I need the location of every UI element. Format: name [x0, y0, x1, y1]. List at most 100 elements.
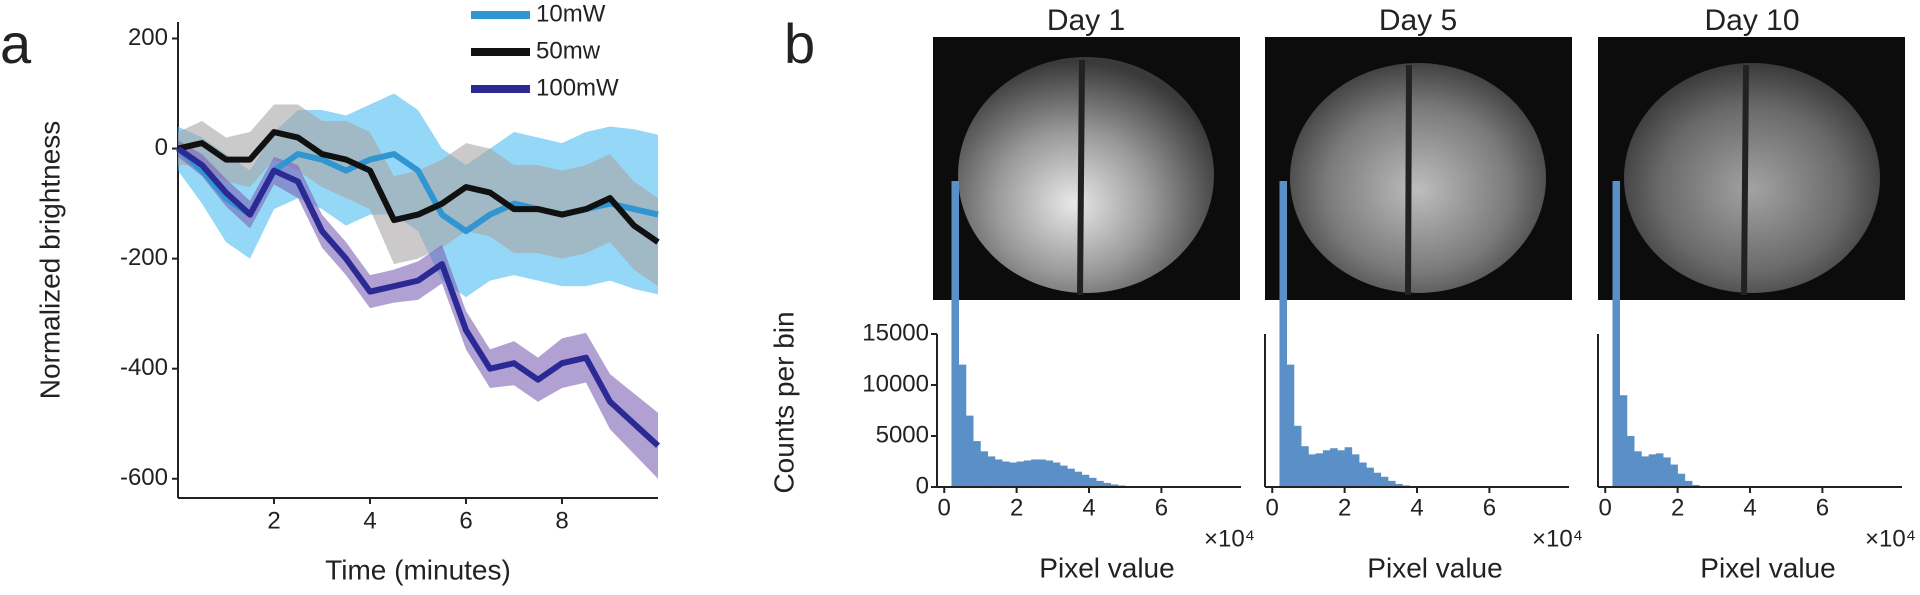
bar — [1060, 465, 1068, 487]
y-axis-label: Normalized brightness — [34, 121, 65, 400]
x-tick-label: 6 — [1483, 494, 1496, 521]
bar — [1103, 482, 1112, 487]
x-tick-label: 8 — [555, 507, 568, 534]
y-tick-label: -400 — [120, 354, 168, 381]
bar — [1308, 454, 1316, 487]
midline — [1077, 59, 1085, 296]
bar — [1684, 480, 1693, 487]
bar — [1286, 364, 1295, 487]
legend-label: 50mw — [536, 37, 601, 64]
bar — [980, 451, 988, 487]
panel-label: a — [0, 12, 32, 75]
bar — [951, 181, 960, 487]
x-tick-label: 2 — [267, 507, 280, 534]
y-tick-label: 0 — [916, 472, 929, 499]
image-title: Day 5 — [1379, 4, 1457, 37]
bar — [1395, 483, 1403, 487]
bar — [1002, 461, 1010, 487]
bar — [1366, 467, 1374, 487]
x-tick-label: 4 — [1743, 494, 1756, 521]
brain — [958, 57, 1214, 293]
bar — [1279, 181, 1288, 487]
brain-images — [933, 37, 1905, 300]
x-tick-label: 6 — [1816, 494, 1829, 521]
x-tick-label: 0 — [938, 494, 951, 521]
brain — [1290, 63, 1546, 293]
x-axis-label: Time (minutes) — [325, 554, 511, 585]
bar — [1052, 462, 1061, 487]
bar — [965, 415, 974, 487]
midline — [1741, 64, 1749, 296]
x-tick-label: 0 — [1599, 494, 1612, 521]
bar — [1612, 181, 1621, 487]
series-line — [177, 129, 660, 245]
bar — [1388, 480, 1396, 487]
x-axis-label: Pixel value — [1039, 552, 1174, 583]
bar — [1663, 457, 1671, 487]
bar — [1322, 450, 1331, 487]
bar — [1110, 484, 1119, 487]
bar — [1315, 453, 1324, 487]
x-offset-label: ×10⁴ — [1204, 525, 1255, 552]
bar — [958, 364, 967, 487]
x-offset-label: ×10⁴ — [1865, 525, 1916, 552]
bar — [1373, 472, 1382, 487]
bar — [1344, 447, 1353, 487]
y-tick-label: -200 — [120, 244, 168, 271]
legend-label: 100mW — [536, 74, 619, 101]
x-offset-label: ×10⁴ — [1532, 525, 1583, 552]
x-tick-label: 2 — [1010, 494, 1023, 521]
bar — [1692, 484, 1700, 487]
bar — [1009, 462, 1017, 487]
bar — [1045, 460, 1054, 487]
error-band — [178, 104, 658, 287]
bar — [973, 441, 981, 487]
x-tick-label: 4 — [1082, 494, 1095, 521]
bar — [1677, 473, 1686, 487]
x-tick-label: 4 — [1410, 494, 1423, 521]
y-tick-label: 200 — [128, 24, 168, 51]
x-tick-label: 0 — [1266, 494, 1279, 521]
x-axis-label: Pixel value — [1700, 552, 1835, 583]
bar — [1067, 468, 1075, 487]
bar — [1641, 456, 1649, 487]
bar — [1016, 461, 1025, 487]
y-tick-label: 15000 — [862, 319, 929, 346]
error-band — [178, 140, 658, 479]
y-tick-label: 5000 — [876, 421, 929, 448]
image-title: Day 1 — [1047, 4, 1125, 37]
bar — [1038, 459, 1046, 487]
bar — [1351, 454, 1360, 487]
y-tick-label: 0 — [155, 134, 168, 161]
bar — [994, 459, 1003, 487]
bar — [1330, 448, 1338, 487]
bar — [1380, 476, 1389, 487]
bar — [1655, 453, 1664, 487]
bar — [1634, 451, 1642, 487]
bar — [1293, 425, 1302, 487]
y-tick-label: 10000 — [862, 370, 929, 397]
x-tick-label: 6 — [1155, 494, 1168, 521]
x-axis-label: Pixel value — [1367, 552, 1502, 583]
panel-label: b — [784, 12, 815, 75]
bar — [1081, 474, 1090, 487]
bar — [1031, 459, 1039, 487]
x-tick-label: 2 — [1338, 494, 1351, 521]
bar — [1670, 464, 1678, 487]
legend-label: 10mW — [536, 0, 606, 27]
bar — [1648, 454, 1657, 487]
bar — [987, 456, 996, 487]
midline — [1405, 64, 1412, 296]
x-tick-label: 2 — [1671, 494, 1684, 521]
x-tick-label: 4 — [363, 507, 376, 534]
x-tick-label: 6 — [459, 507, 472, 534]
bar — [1096, 480, 1104, 487]
bar — [1023, 460, 1032, 487]
brain — [1624, 63, 1880, 293]
y-tick-label: -600 — [120, 464, 168, 491]
bar — [1619, 395, 1628, 487]
bar — [1301, 446, 1309, 487]
bar — [1626, 436, 1635, 487]
